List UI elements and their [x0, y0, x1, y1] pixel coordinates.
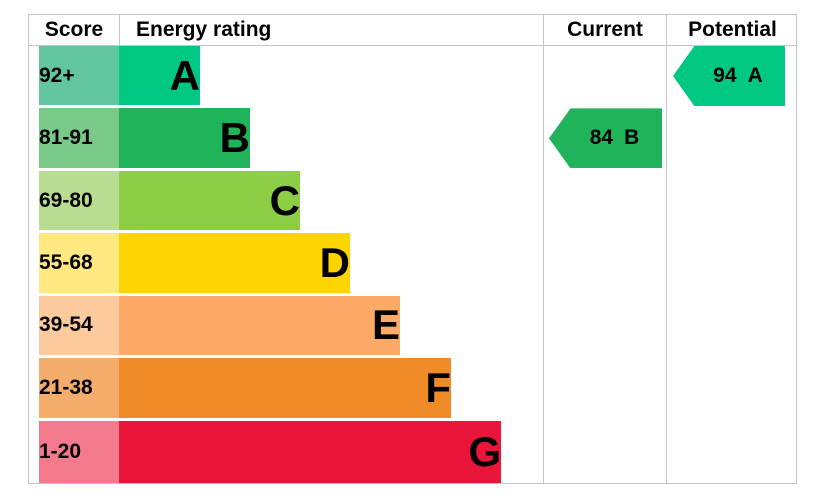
potential-cell-a: 94 A: [666, 46, 798, 109]
current-cell-a: [543, 46, 666, 109]
score-cell-f: 21-38: [29, 358, 119, 420]
band-bar-g: G: [119, 420, 517, 483]
potential-cell-b: [666, 108, 798, 171]
band-bar-f: F: [119, 358, 467, 420]
energy-cell-c: C: [119, 170, 543, 233]
energy-cell-g: G: [119, 420, 543, 483]
energy-cell-d: D: [119, 233, 543, 295]
current-cell-g: [543, 420, 666, 483]
potential-value: 94: [713, 64, 737, 87]
potential-rating-arrow: 94 A: [673, 46, 785, 106]
current-cell-c: [543, 170, 666, 234]
score-cell-d: 55-68: [29, 233, 119, 295]
potential-cell-d: [666, 233, 798, 296]
potential-cell-f: [666, 358, 798, 421]
header-energy-rating: Energy rating: [119, 15, 543, 46]
header-current: Current: [543, 15, 666, 46]
current-rating-arrow: 84 B: [549, 108, 662, 169]
header-potential: Potential: [666, 15, 798, 46]
energy-cell-f: F: [119, 358, 543, 420]
current-cell-e: [543, 295, 666, 359]
energy-cell-a: A: [119, 46, 543, 108]
band-letter-c: C: [269, 176, 300, 224]
band-letter-e: E: [371, 301, 400, 349]
header-score: Score: [29, 15, 119, 46]
band-bar-d: D: [119, 233, 366, 295]
score-cell-b: 81-91: [29, 108, 119, 170]
band-letter-b: B: [219, 114, 250, 162]
band-bar-a: A: [119, 46, 216, 108]
score-cell-g: 1-20: [29, 420, 119, 483]
band-bar-b: B: [119, 108, 266, 170]
potential-cell-g: [666, 420, 798, 483]
band-letter-g: G: [468, 427, 501, 475]
score-cell-e: 39-54: [29, 295, 119, 358]
band-letter-d: D: [319, 238, 350, 286]
current-cell-f: [543, 358, 666, 421]
current-cell-d: [543, 233, 666, 296]
energy-cell-e: E: [119, 295, 543, 358]
potential-cell-c: [666, 170, 798, 234]
band-bar-c: C: [119, 170, 316, 233]
band-letter-f: F: [425, 363, 451, 411]
band-bar-e: E: [119, 295, 416, 358]
potential-letter: A: [747, 64, 763, 87]
current-letter: B: [624, 126, 640, 150]
current-cell-b: 84 B: [543, 108, 666, 171]
current-value: 84: [589, 126, 614, 150]
epc-table: Score Energy rating Current Potential 92…: [28, 14, 798, 484]
energy-cell-b: B: [119, 108, 543, 170]
band-letter-a: A: [169, 51, 200, 99]
potential-cell-e: [666, 295, 798, 359]
score-cell-c: 69-80: [29, 170, 119, 233]
score-cell-a: 92+: [29, 46, 119, 108]
